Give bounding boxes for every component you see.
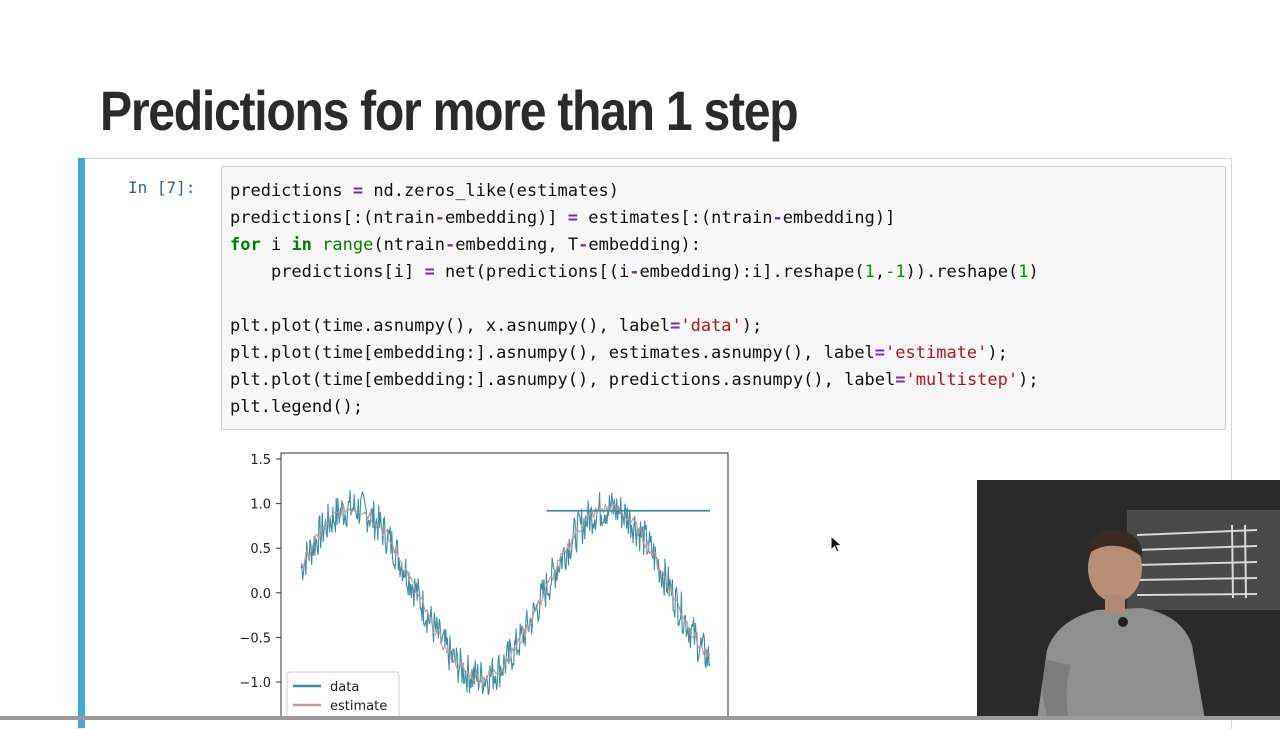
code-token: embedding)] <box>444 208 568 228</box>
code-token: = <box>567 208 579 228</box>
code-token: (ntrain <box>373 235 446 255</box>
window-bottom-edge <box>0 716 1280 720</box>
code-token <box>312 235 322 255</box>
y-tick-label: −1.0 <box>239 676 271 691</box>
code-token: predictions[i] <box>230 262 425 282</box>
y-tick-label: 0.5 <box>250 542 271 557</box>
code-line: plt.plot(time[embedding:].asnumpy(), pre… <box>230 367 1039 394</box>
code-token: = <box>352 181 364 201</box>
code-token: for <box>230 235 261 255</box>
code-input-area[interactable] <box>221 166 1226 430</box>
code-line: plt.legend(); <box>230 394 1039 421</box>
code-token: embedding): <box>588 235 701 255</box>
code-token: 1 <box>864 262 875 282</box>
code-token: ); <box>1018 370 1039 390</box>
code-token: plt.plot(time[embedding:].asnumpy(), pre… <box>230 370 896 390</box>
code-token: ); <box>741 316 763 336</box>
code-token: 'estimate' <box>885 343 988 363</box>
plot-frame <box>280 452 729 720</box>
code-token: estimates[:(ntrain <box>578 208 773 228</box>
code-line: predictions[:(ntrain-embedding)] = estim… <box>230 205 1039 232</box>
y-tick-label: 1.5 <box>250 453 271 468</box>
code-token: )).reshape( <box>905 262 1019 282</box>
code-token: embedding):i].reshape( <box>639 262 865 282</box>
code-token: = <box>895 370 906 390</box>
presenter-video-icon <box>977 480 1280 720</box>
code-token: - <box>434 208 445 228</box>
line-chart: 1.5 1.0 0.5 0.0 −0.5 −1.0 data estimate <box>224 448 744 720</box>
code-editor[interactable]: predictions = nd.zeros_like(estimates) pr… <box>230 178 1039 421</box>
code-token: i <box>260 235 292 255</box>
code-token: = <box>670 316 681 336</box>
code-token: - <box>772 208 783 228</box>
legend-label-estimate: estimate <box>330 699 387 714</box>
code-token: - <box>629 262 640 282</box>
code-token: plt.plot(time[embedding:].asnumpy(), est… <box>230 343 875 363</box>
code-token: predictions <box>230 181 353 201</box>
code-line: plt.plot(time[embedding:].asnumpy(), est… <box>230 340 1039 367</box>
mouse-cursor-icon <box>830 535 843 553</box>
code-token: = <box>874 343 886 363</box>
code-line: predictions = nd.zeros_like(estimates) <box>230 178 1039 205</box>
code-token: ) <box>1028 262 1039 282</box>
code-token: nd.zeros_like(estimates) <box>363 181 619 201</box>
code-token: in <box>291 235 312 255</box>
cell-prompt: In [7]: <box>128 178 196 197</box>
presenter-webcam <box>977 480 1280 720</box>
code-token: 1 <box>1018 262 1029 282</box>
code-token: plt.legend(); <box>230 397 364 417</box>
code-line: plt.plot(time.asnumpy(), x.asnumpy(), la… <box>230 313 1039 340</box>
code-token: range <box>322 235 374 255</box>
code-token: - <box>445 235 456 255</box>
code-line: predictions[i] = net(predictions[(i-embe… <box>230 259 1039 286</box>
code-line: ​ <box>230 286 1039 313</box>
y-axis: 1.5 1.0 0.5 0.0 −0.5 −1.0 <box>239 453 281 691</box>
slide-title: Predictions for more than 1 step <box>100 79 799 142</box>
code-token: , <box>874 262 886 282</box>
code-token: 'multistep' <box>905 370 1019 390</box>
code-token: predictions[:(ntrain <box>230 208 435 228</box>
y-tick-label: 0.0 <box>250 587 271 602</box>
legend-box <box>286 671 400 720</box>
code-token: - <box>578 235 589 255</box>
code-line: for i in range(ntrain-embedding, T-embed… <box>230 232 1039 259</box>
series-estimate <box>302 503 711 685</box>
y-tick-label: −0.5 <box>239 631 271 646</box>
y-tick-label: 1.0 <box>250 498 271 513</box>
code-token: = <box>424 262 435 282</box>
cell-selected-indicator <box>78 158 85 728</box>
legend-label-data: data <box>330 680 359 695</box>
code-token: embedding, T <box>455 235 579 255</box>
code-token: 'data' <box>680 316 742 336</box>
code-token: -1 <box>885 262 906 282</box>
code-token: net(predictions[(i <box>434 262 630 282</box>
code-token: ); <box>987 343 1008 363</box>
code-token: embedding)] <box>782 208 896 228</box>
code-token: plt.plot(time.asnumpy(), x.asnumpy(), la… <box>230 316 671 336</box>
chart-legend: data estimate <box>286 671 400 720</box>
